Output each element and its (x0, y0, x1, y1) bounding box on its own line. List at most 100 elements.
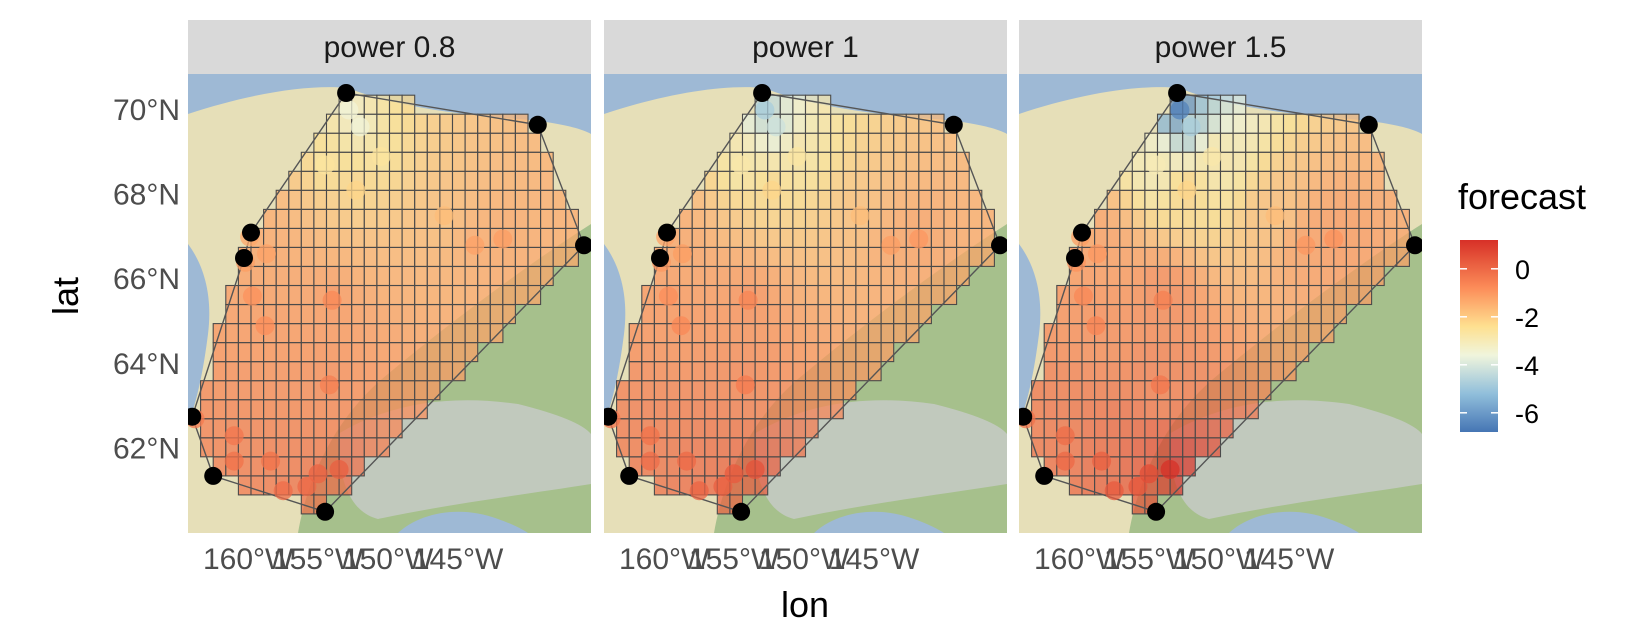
grid-cell (1219, 170, 1234, 191)
grid-cell (792, 323, 807, 344)
observation-point (315, 155, 335, 175)
grid-cell (704, 246, 718, 267)
grid-cell (1081, 399, 1096, 420)
grid-cell (502, 132, 516, 153)
grid-cell (1219, 151, 1234, 172)
grid-cell (817, 151, 832, 172)
grid-cell (1081, 380, 1096, 401)
grid-cell (842, 380, 857, 401)
grid-cell (451, 170, 466, 191)
grid-cell (1182, 246, 1196, 267)
grid-cell (363, 304, 378, 325)
grid-cell (426, 304, 441, 325)
observation-point (909, 229, 929, 249)
grid-cell (1068, 304, 1083, 325)
grid-cell (1219, 189, 1234, 210)
grid-cell (918, 284, 932, 306)
grid-cell (1156, 342, 1171, 363)
color-legend: forecast 0 -2 -4 -6 (1458, 176, 1586, 432)
grid-cell (489, 132, 504, 153)
grid-cell (956, 170, 970, 191)
grid-cell (817, 227, 832, 248)
grid-cell (893, 265, 907, 287)
grid-cell (691, 227, 706, 248)
grid-cell (930, 227, 945, 248)
observation-point (1202, 147, 1222, 166)
grid-cell (1169, 132, 1184, 153)
facet-strip (604, 20, 1007, 74)
grid-cell (1056, 380, 1070, 401)
grid-cell (414, 189, 428, 210)
grid-cell (867, 113, 882, 134)
grid-cell (767, 246, 781, 267)
grid-cell (414, 361, 428, 382)
grid-cell (704, 189, 718, 210)
observation-point (1160, 460, 1180, 479)
grid-cell (691, 418, 706, 439)
grid-cell (325, 132, 340, 153)
grid-cell (1106, 323, 1121, 344)
grid-cell (514, 227, 529, 248)
grid-cell (830, 132, 844, 153)
grid-cell (376, 361, 391, 382)
grid-cell (401, 113, 416, 134)
grid-cell (905, 151, 920, 172)
grid-cell (388, 208, 403, 229)
grid-cell (439, 132, 454, 153)
grid-cell (288, 437, 302, 458)
grid-cell (1358, 246, 1373, 267)
west-sea (188, 244, 210, 424)
grid-cell (288, 342, 302, 363)
grid-cell (1295, 284, 1310, 306)
grid-cell (1333, 189, 1347, 210)
grid-cell (679, 361, 693, 382)
grid-cell (401, 151, 416, 172)
grid-cell (1106, 304, 1121, 325)
grid-cell (1106, 418, 1121, 439)
grid-cell (1144, 132, 1159, 153)
grid-cell (1320, 284, 1335, 306)
grid-cell (1156, 418, 1171, 439)
grid-cell (767, 265, 781, 287)
grid-cell (1270, 151, 1285, 172)
y-tick-label: 68°N (113, 179, 180, 212)
grid-cell (1219, 380, 1234, 401)
west-sea (1019, 244, 1041, 424)
grid-cell (754, 151, 769, 172)
grid-cell (842, 151, 857, 172)
grid-cell (867, 304, 882, 325)
observation-point (261, 451, 281, 471)
grid-cell (1219, 284, 1234, 306)
grid-cell (376, 227, 391, 248)
grid-cell (956, 189, 970, 210)
grid-cell (288, 418, 302, 439)
grid-cell (540, 208, 554, 229)
grid-cell (464, 265, 479, 287)
grid-cell (691, 437, 706, 458)
grid-cell (691, 265, 706, 287)
grid-cell (1056, 323, 1070, 344)
grid-cell (1320, 189, 1335, 210)
grid-cell (867, 265, 882, 287)
grid-cell (1219, 227, 1234, 248)
grid-cell (1295, 342, 1310, 363)
grid-cell (691, 323, 706, 344)
grid-cell (754, 437, 769, 458)
grid-cell (880, 323, 895, 344)
grid-cell (1245, 342, 1259, 363)
legend-label: -4 (1515, 351, 1539, 381)
grid-cell (893, 189, 907, 210)
grid-cell (1207, 208, 1222, 229)
grid-cell (1119, 189, 1133, 210)
grid-cell (300, 380, 315, 401)
grid-cell (729, 189, 744, 210)
grid-cell (930, 265, 945, 287)
grid-cell (1320, 170, 1335, 191)
grid-cell (1106, 380, 1121, 401)
grid-cell (225, 342, 239, 363)
grid-cell (514, 170, 529, 191)
x-tick-label: 145°W (829, 543, 920, 576)
grid-cell (1094, 342, 1108, 363)
grid-cell (779, 418, 794, 439)
grid-cell (540, 246, 554, 267)
